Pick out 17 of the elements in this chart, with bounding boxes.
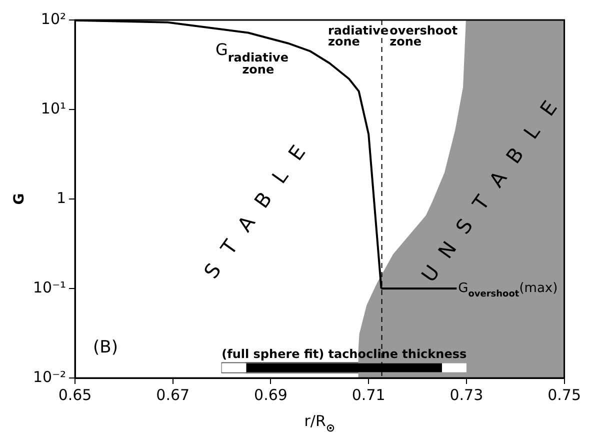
annotation: overshoot zone — [390, 23, 458, 48]
x-tick-label: 0.67 — [156, 386, 190, 404]
y-tick-label: 1 — [56, 188, 66, 207]
x-tick-label: 0.73 — [450, 386, 484, 404]
y-tick-label: 10⁻² — [32, 368, 66, 386]
x-axis-title: r/R⊙ — [304, 412, 336, 435]
annotation: (B) — [93, 337, 118, 358]
y-axis-title: G — [12, 193, 28, 205]
annotation: radiative zone — [328, 23, 389, 48]
x-tick-label: 0.65 — [58, 386, 92, 404]
x-tick-label: 0.69 — [254, 386, 288, 404]
annotation: STABLE — [198, 140, 310, 283]
x-tick-label: 0.75 — [548, 386, 582, 404]
y-tick-label: 10¹ — [40, 99, 66, 118]
x-tick-label: 0.71 — [352, 386, 386, 404]
y-tick-label: 10⁻¹ — [32, 278, 66, 296]
y-tick-label: 10² — [40, 10, 66, 28]
